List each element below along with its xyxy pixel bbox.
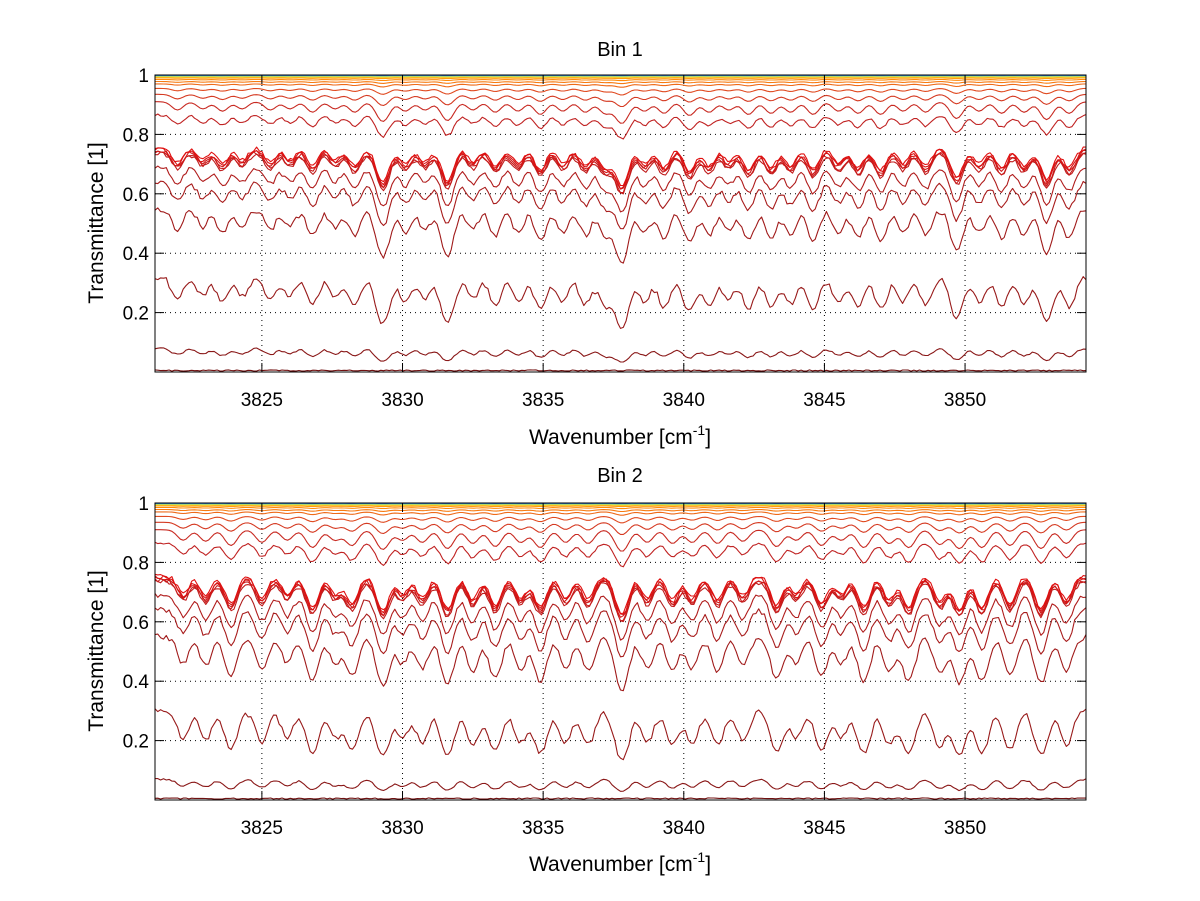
series-line-21: [154, 180, 1087, 230]
series-line-13: [155, 529, 1087, 552]
series-line-8: [155, 78, 1086, 82]
series-line-24: [154, 347, 1087, 363]
series-line-22: [154, 207, 1087, 264]
x-axis-label: Wavenumber [cm-1]: [529, 849, 711, 876]
series-line-7: [155, 77, 1086, 80]
y-tick-label: 0.6: [123, 613, 149, 634]
series-line-12: [155, 521, 1087, 535]
x-tick-label: 3845: [803, 818, 845, 839]
x-tick-label: 3840: [663, 818, 705, 839]
x-tick-label: 3840: [663, 390, 705, 411]
subplot-title: Bin 1: [597, 39, 643, 61]
series-line-14: [154, 113, 1087, 140]
series-line-14: [154, 541, 1087, 568]
series-line-7: [155, 505, 1086, 508]
series-line-23: [154, 708, 1087, 761]
series-line-16: [154, 575, 1087, 616]
series-line-15: [154, 573, 1087, 615]
series-line-11: [155, 87, 1087, 96]
subplot-title: Bin 2: [597, 465, 643, 487]
y-tick-label: 1: [138, 66, 149, 87]
ticks: 3825 3830 3835 3840 3845 3850 0.2 0.4 0.6 0.8 1: [123, 66, 1086, 411]
series-line-23: [154, 276, 1087, 329]
series-group: [154, 74, 1087, 372]
y-tick-label: 0.2: [123, 304, 149, 325]
series-line-20: [154, 165, 1087, 213]
x-axis-label-superscript: -1: [693, 849, 706, 865]
series-line-12: [155, 93, 1087, 108]
grid-lines: [155, 503, 1086, 800]
x-axis-label-suffix: ]: [705, 426, 711, 449]
y-tick-label: 0.4: [123, 672, 150, 693]
y-axis-label: Transmittance [1]: [85, 142, 108, 303]
ticks: 3825 3830 3835 3840 3845 3850 0.2 0.4 0.6 0.8 1: [123, 494, 1086, 839]
series-line-16: [154, 147, 1087, 190]
series-line-22: [154, 633, 1087, 692]
series-line-20: [154, 593, 1087, 641]
series-line-15: [154, 146, 1086, 187]
y-tick-label: 1: [138, 494, 149, 515]
series-line-17: [154, 576, 1087, 618]
grid-lines: [155, 75, 1086, 372]
series-line-24: [155, 778, 1087, 792]
y-axis-label: Transmittance [1]: [85, 570, 108, 731]
series-line-9: [155, 80, 1087, 85]
y-tick-label: 0.6: [123, 185, 149, 206]
x-tick-label: 3835: [522, 390, 564, 411]
series-line-10: [155, 83, 1087, 88]
x-axis-label: Wavenumber [cm-1]: [529, 422, 711, 449]
x-axis-label-main: Wavenumber [cm: [529, 853, 693, 876]
axes-box: [154, 74, 1087, 373]
series-group: [154, 502, 1087, 800]
y-tick-label: 0.8: [123, 553, 149, 574]
series-line-9: [155, 508, 1087, 513]
x-tick-label: 3845: [803, 390, 845, 411]
x-tick-label: 3825: [241, 818, 283, 839]
series-line-8: [155, 506, 1086, 510]
x-tick-label: 3835: [522, 818, 564, 839]
x-axis-label-main: Wavenumber [cm: [529, 426, 693, 449]
x-tick-label: 3850: [944, 390, 986, 411]
axes-box: [154, 502, 1087, 801]
y-tick-label: 0.2: [123, 732, 149, 753]
x-axis-label-superscript: -1: [693, 422, 706, 438]
y-tick-label: 0.4: [123, 244, 150, 265]
subplot-bin-1: Bin 1 3825 3830 3835 3840 3845 3850 0.2 0.4 0.6 0…: [85, 39, 1087, 449]
x-tick-label: 3830: [381, 818, 423, 839]
x-tick-label: 3830: [381, 390, 423, 411]
x-axis-label-suffix: ]: [705, 853, 711, 876]
x-tick-label: 3825: [241, 390, 283, 411]
series-line-18: [154, 150, 1087, 194]
series-line-11: [155, 515, 1086, 524]
series-line-13: [155, 101, 1087, 124]
subplot-bin-2: Bin 2 3825 3830 3835 3840 3845 3850 0.2 0.4 0.6 0…: [85, 465, 1087, 876]
series-line-21: [154, 606, 1087, 658]
x-tick-label: 3850: [944, 818, 986, 839]
series-line-10: [155, 511, 1086, 516]
y-tick-label: 0.8: [123, 125, 149, 146]
series-line-25: [154, 797, 1087, 800]
series-line-25: [154, 369, 1087, 372]
